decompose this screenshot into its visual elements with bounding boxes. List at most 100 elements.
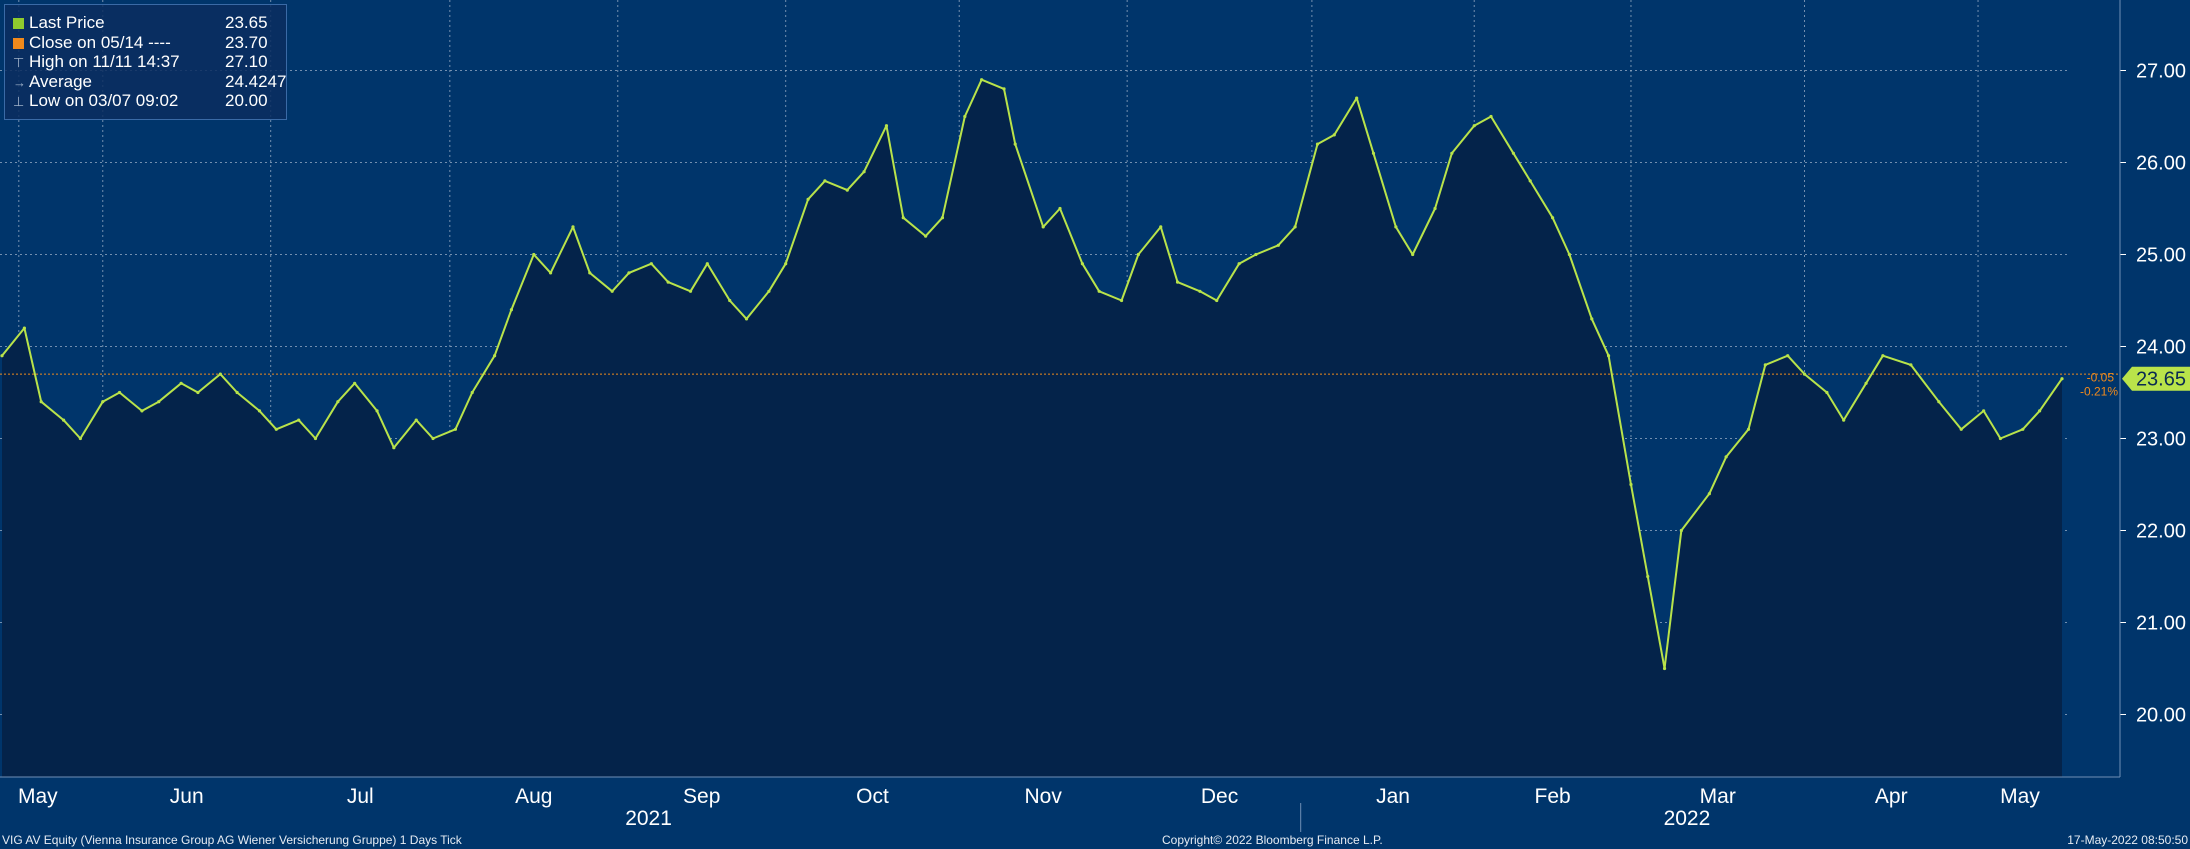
x-axis-month-label: Nov [1025, 785, 1063, 808]
price-point [274, 427, 278, 431]
price-point [1159, 225, 1163, 229]
price-point [2021, 427, 2025, 431]
price-point [1937, 400, 1941, 404]
price-point [627, 271, 631, 275]
price-point [1276, 243, 1280, 247]
price-line-segment [1, 327, 26, 357]
price-line-segment [40, 400, 65, 421]
price-point [1433, 206, 1437, 211]
price-line-segment [1255, 244, 1279, 256]
price-line-segment [941, 116, 966, 218]
price-point [235, 390, 239, 395]
price-line-segment [689, 263, 709, 292]
price-point [1881, 354, 1885, 358]
price-point [901, 216, 905, 220]
price-line-segment [1629, 484, 1649, 577]
x-axis-month-label: May [18, 785, 58, 808]
price-line-segment [784, 198, 810, 265]
price-line-segment [768, 263, 787, 292]
price-line-segment [1910, 364, 1940, 403]
price-line-segment [275, 419, 300, 431]
price-line-segment [1764, 354, 1789, 366]
price-point [1550, 216, 1555, 220]
price-point [1215, 298, 1219, 303]
y-axis-tick-label: 23.00 [2136, 429, 2186, 451]
price-point [1175, 280, 1180, 284]
price-point [1355, 96, 1359, 100]
price-point [1371, 151, 1376, 155]
price-point [1013, 142, 1017, 146]
average-marker-icon: → [13, 74, 26, 90]
price-point [548, 271, 553, 275]
high-marker-icon: ⊤ [13, 55, 25, 70]
price-point [101, 400, 105, 404]
price-line-segment [2000, 428, 2024, 440]
price-point [806, 197, 810, 201]
price-line-segment [432, 428, 456, 440]
price-line-segment [102, 391, 121, 403]
price-line-segment [1014, 143, 1045, 228]
price-point [1724, 455, 1728, 459]
x-axis-month-label: Mar [1700, 785, 1736, 808]
price-line-segment [1372, 153, 1397, 228]
price-point [649, 262, 653, 266]
price-point [392, 446, 396, 450]
price-line-segment [1451, 125, 1476, 154]
price-point [1825, 390, 1829, 395]
price-point [453, 427, 458, 431]
price-point [1606, 354, 1611, 358]
price-line-segment [376, 410, 395, 449]
price-point [353, 381, 357, 385]
price-point [1119, 298, 1124, 303]
close-swatch-icon [13, 37, 24, 49]
price-point [1097, 289, 1101, 293]
price-line-segment [1081, 263, 1101, 292]
footer-security-description: VIG AV Equity (Vienna Insurance Group AG… [2, 833, 462, 847]
price-point [22, 326, 26, 330]
x-axis-month-label: Sep [683, 785, 720, 808]
price-line-segment [1590, 318, 1610, 357]
x-axis-year-label: 2021 [625, 807, 672, 830]
chart-legend: Last Price 23.65 Close on 05/14 ---- 23.70… [4, 4, 287, 120]
x-axis-month-label: Jun [170, 785, 204, 808]
price-line-segment [314, 401, 339, 440]
price-line-segment [141, 400, 160, 412]
price-line-segment [1333, 97, 1358, 136]
price-line-segment [1317, 134, 1335, 145]
price-line-segment [158, 382, 182, 403]
price-line-segment [1177, 281, 1201, 293]
price-line-segment [589, 272, 613, 293]
price-line-segment [1646, 576, 1666, 669]
price-line-segment [1395, 226, 1414, 256]
x-axis-year-label: 2022 [1664, 807, 1711, 830]
price-line-segment [219, 373, 238, 394]
price-point [963, 114, 967, 119]
price-line-segment [2022, 410, 2041, 430]
price-point [0, 354, 4, 358]
price-point [862, 170, 866, 174]
price-point [39, 400, 43, 404]
legend-low: ⊥ Low on 03/07 09:02 20.00 [13, 91, 268, 110]
price-line-segment [454, 392, 474, 430]
price-line-segment [493, 309, 513, 357]
price-point [140, 409, 144, 413]
price-point [767, 289, 771, 293]
price-point [509, 308, 514, 312]
price-point [1472, 124, 1476, 128]
price-line-segment [1512, 152, 1532, 182]
y-axis-tick-label: 24.00 [2136, 337, 2186, 359]
price-point [297, 418, 301, 422]
price-point [196, 390, 200, 395]
price-line-segment [1042, 207, 1061, 228]
price-line-segment [1865, 355, 1884, 384]
price-line-segment [549, 226, 574, 274]
price-line-segment [415, 419, 434, 440]
price-point [1254, 252, 1258, 257]
price-line-segment [2038, 378, 2063, 412]
price-point [571, 225, 575, 229]
price-line-segment [628, 262, 652, 274]
footer-copyright: Copyright© 2022 Bloomberg Finance L.P. [1162, 833, 1383, 847]
price-point [1998, 436, 2003, 441]
x-axis-month-label: Jul [347, 785, 374, 808]
